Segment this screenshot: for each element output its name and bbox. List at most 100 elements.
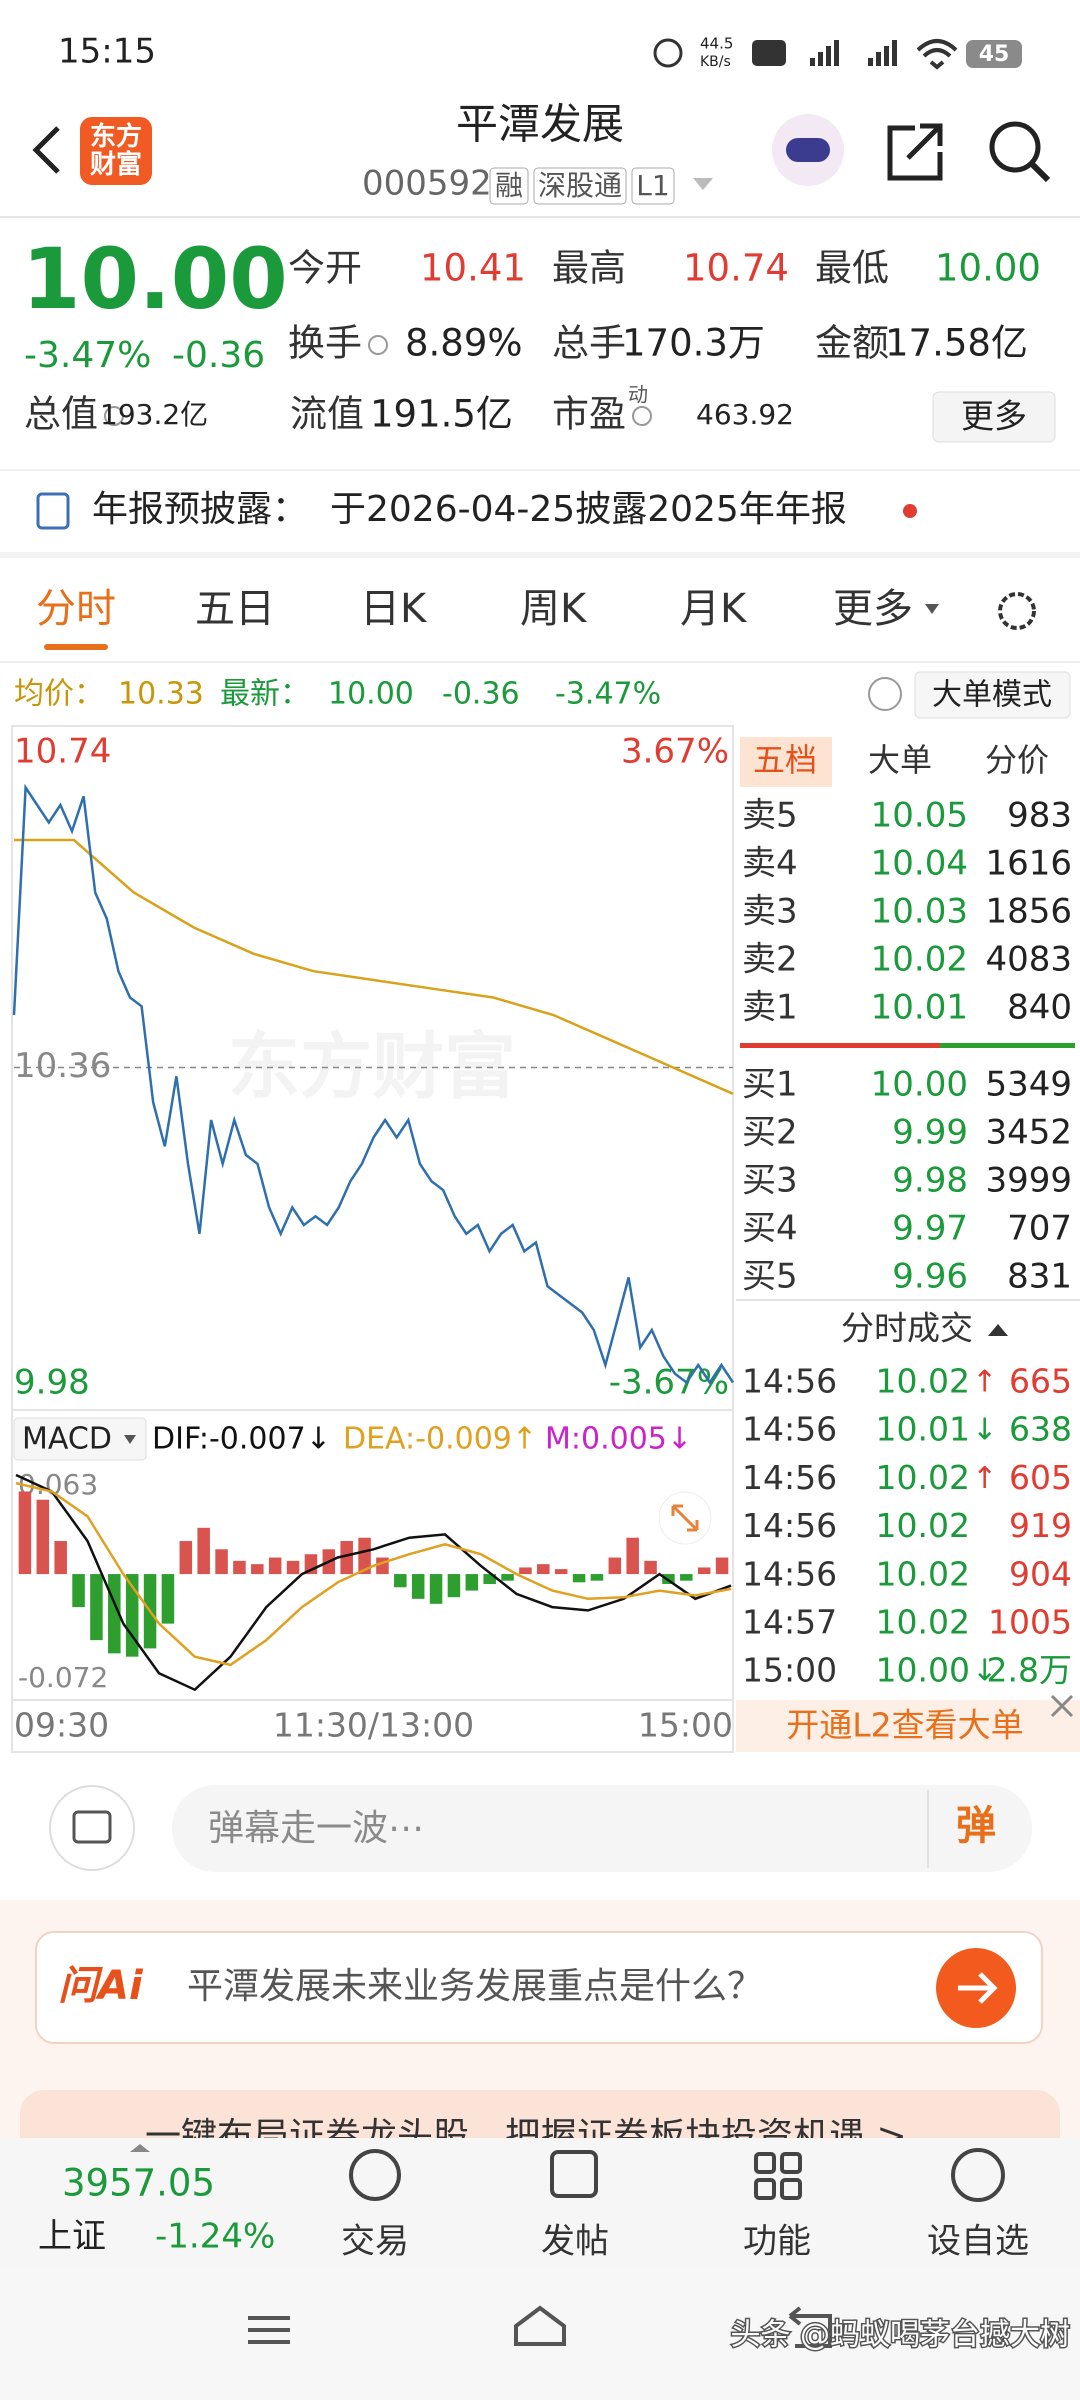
notice-text[interactable]: 于2026-04-25披露2025年年报 — [330, 489, 847, 530]
danmaku-settings[interactable] — [49, 1785, 135, 1871]
stat-label: 最高 — [552, 247, 626, 290]
share-button[interactable] — [887, 123, 943, 181]
macd-bar — [72, 1574, 85, 1608]
l2-label: 开通L2查看大单 — [786, 1706, 1023, 1745]
ai-box[interactable] — [35, 1931, 1043, 2044]
more-button[interactable] — [932, 391, 1056, 443]
book-price: 10.02 — [871, 940, 968, 980]
nav-icons — [349, 2148, 1005, 2202]
book-volume: 707 — [1007, 1209, 1072, 1249]
price-line — [14, 838, 734, 1095]
macd-bar — [18, 1491, 32, 1575]
book-tab[interactable]: 大单 — [868, 741, 932, 779]
trade-price: 10.02 — [876, 1506, 970, 1545]
tab[interactable]: 周K — [520, 586, 588, 632]
search-button[interactable] — [989, 121, 1041, 173]
stat-value: 170.3万 — [622, 322, 765, 365]
watermark-logo: 东方财富 — [228, 1025, 516, 1109]
menu-button[interactable] — [248, 2316, 290, 2344]
tab[interactable]: 更多 — [833, 586, 913, 632]
nav-label[interactable]: 设自选 — [927, 2222, 1029, 2262]
home-button[interactable] — [514, 2305, 566, 2346]
trade-price: 10.02 — [876, 1458, 970, 1497]
help-icon[interactable] — [868, 677, 902, 711]
nav-items: 交易 发帖 功能 设自选 — [341, 2222, 1029, 2262]
tab[interactable]: 分时 — [36, 586, 116, 632]
nav-label[interactable]: 交易 — [341, 2222, 409, 2262]
tab[interactable]: 日K — [360, 586, 428, 632]
book-tab[interactable]: 分价 — [985, 741, 1049, 779]
trade-volume: 1005 — [988, 1603, 1072, 1642]
danmaku-button[interactable]: 弹 — [956, 1803, 996, 1849]
book-level: 买4 — [742, 1209, 798, 1249]
stat-value: 17.58亿 — [885, 322, 1028, 365]
index-expand[interactable] — [130, 2144, 150, 2152]
trade-arrow: ↑ — [972, 1365, 997, 1400]
nav-label[interactable]: 发帖 — [541, 2222, 609, 2262]
index-change: -1.24% — [155, 2217, 275, 2257]
app-logo[interactable] — [80, 117, 152, 185]
indicator-value: DIF:-0.007↓ — [152, 1422, 331, 1457]
book-tab[interactable]: 五档 — [753, 741, 817, 779]
book-price: 9.98 — [892, 1161, 968, 1201]
wifi-icon — [916, 39, 958, 70]
macd-bar — [465, 1574, 479, 1591]
macd-bar — [394, 1574, 407, 1588]
book-level: 卖4 — [742, 844, 798, 884]
settings-button[interactable] — [998, 592, 1036, 630]
book-price: 10.05 — [871, 796, 968, 836]
macd-bar — [501, 1574, 514, 1581]
trade-price: 10.02 — [876, 1362, 970, 1401]
book-volume: 983 — [1007, 796, 1072, 836]
stat-label: 金额 — [815, 322, 889, 365]
index-value[interactable]: 3957.05 — [62, 2162, 215, 2205]
trade-time: 14:56 — [742, 1410, 837, 1449]
avg-label: 均价： — [14, 677, 104, 712]
l2-close[interactable] — [1050, 1694, 1074, 1718]
macd-bar — [429, 1574, 443, 1604]
stat-value: 193.2亿 — [100, 398, 208, 431]
comment-input[interactable] — [172, 1785, 1032, 1872]
back-system-button[interactable] — [788, 2306, 832, 2348]
mode-button[interactable] — [914, 671, 1071, 719]
mode-label: 大单模式 — [932, 678, 1052, 713]
back-button[interactable] — [32, 126, 60, 174]
trade-volume: 665 — [1009, 1362, 1072, 1401]
stat-label: 今开 — [288, 247, 362, 290]
y-tick-label: 9.98 — [14, 1363, 90, 1403]
trade-price: 10.01 — [876, 1410, 970, 1449]
indicator-select[interactable] — [13, 1417, 147, 1461]
tag-dropdown[interactable] — [693, 178, 713, 190]
x-tick-label: 09:30 — [14, 1706, 109, 1745]
macd-bar — [608, 1557, 622, 1575]
tab[interactable]: 月K — [680, 586, 748, 632]
book-volume: 831 — [1007, 1257, 1072, 1297]
battery-icon — [966, 40, 1022, 68]
index-name: 上证 — [38, 2217, 106, 2257]
tag: L1 — [636, 169, 669, 202]
latest-price: 10.00 — [328, 677, 414, 712]
tab-indicator — [44, 644, 108, 650]
trades-toggle[interactable] — [988, 1324, 1008, 1336]
macd-line — [15, 1481, 732, 1667]
stat-label: 流值 — [290, 393, 364, 436]
trade-price: 10.00 — [876, 1651, 970, 1690]
battery-level: 45 — [979, 42, 1010, 67]
book-price: 10.00 — [871, 1065, 968, 1105]
chart-tabs: 分时 五日 日K 周K 月K 更多 — [36, 586, 939, 650]
macd-bar — [179, 1541, 193, 1575]
tab[interactable]: 五日 — [195, 586, 275, 632]
trade-time: 14:56 — [742, 1362, 837, 1401]
y-tick-label: 10.74 — [14, 732, 111, 772]
section-gap — [0, 552, 1080, 558]
nav-label[interactable]: 功能 — [743, 2222, 811, 2262]
stat-label: 总值 — [24, 393, 98, 436]
macd-bar — [590, 1574, 604, 1581]
indicator-dropdown — [124, 1435, 136, 1444]
info-icon — [104, 406, 124, 426]
l2-bar[interactable] — [736, 1700, 1080, 1752]
chart-frame — [11, 725, 734, 1753]
